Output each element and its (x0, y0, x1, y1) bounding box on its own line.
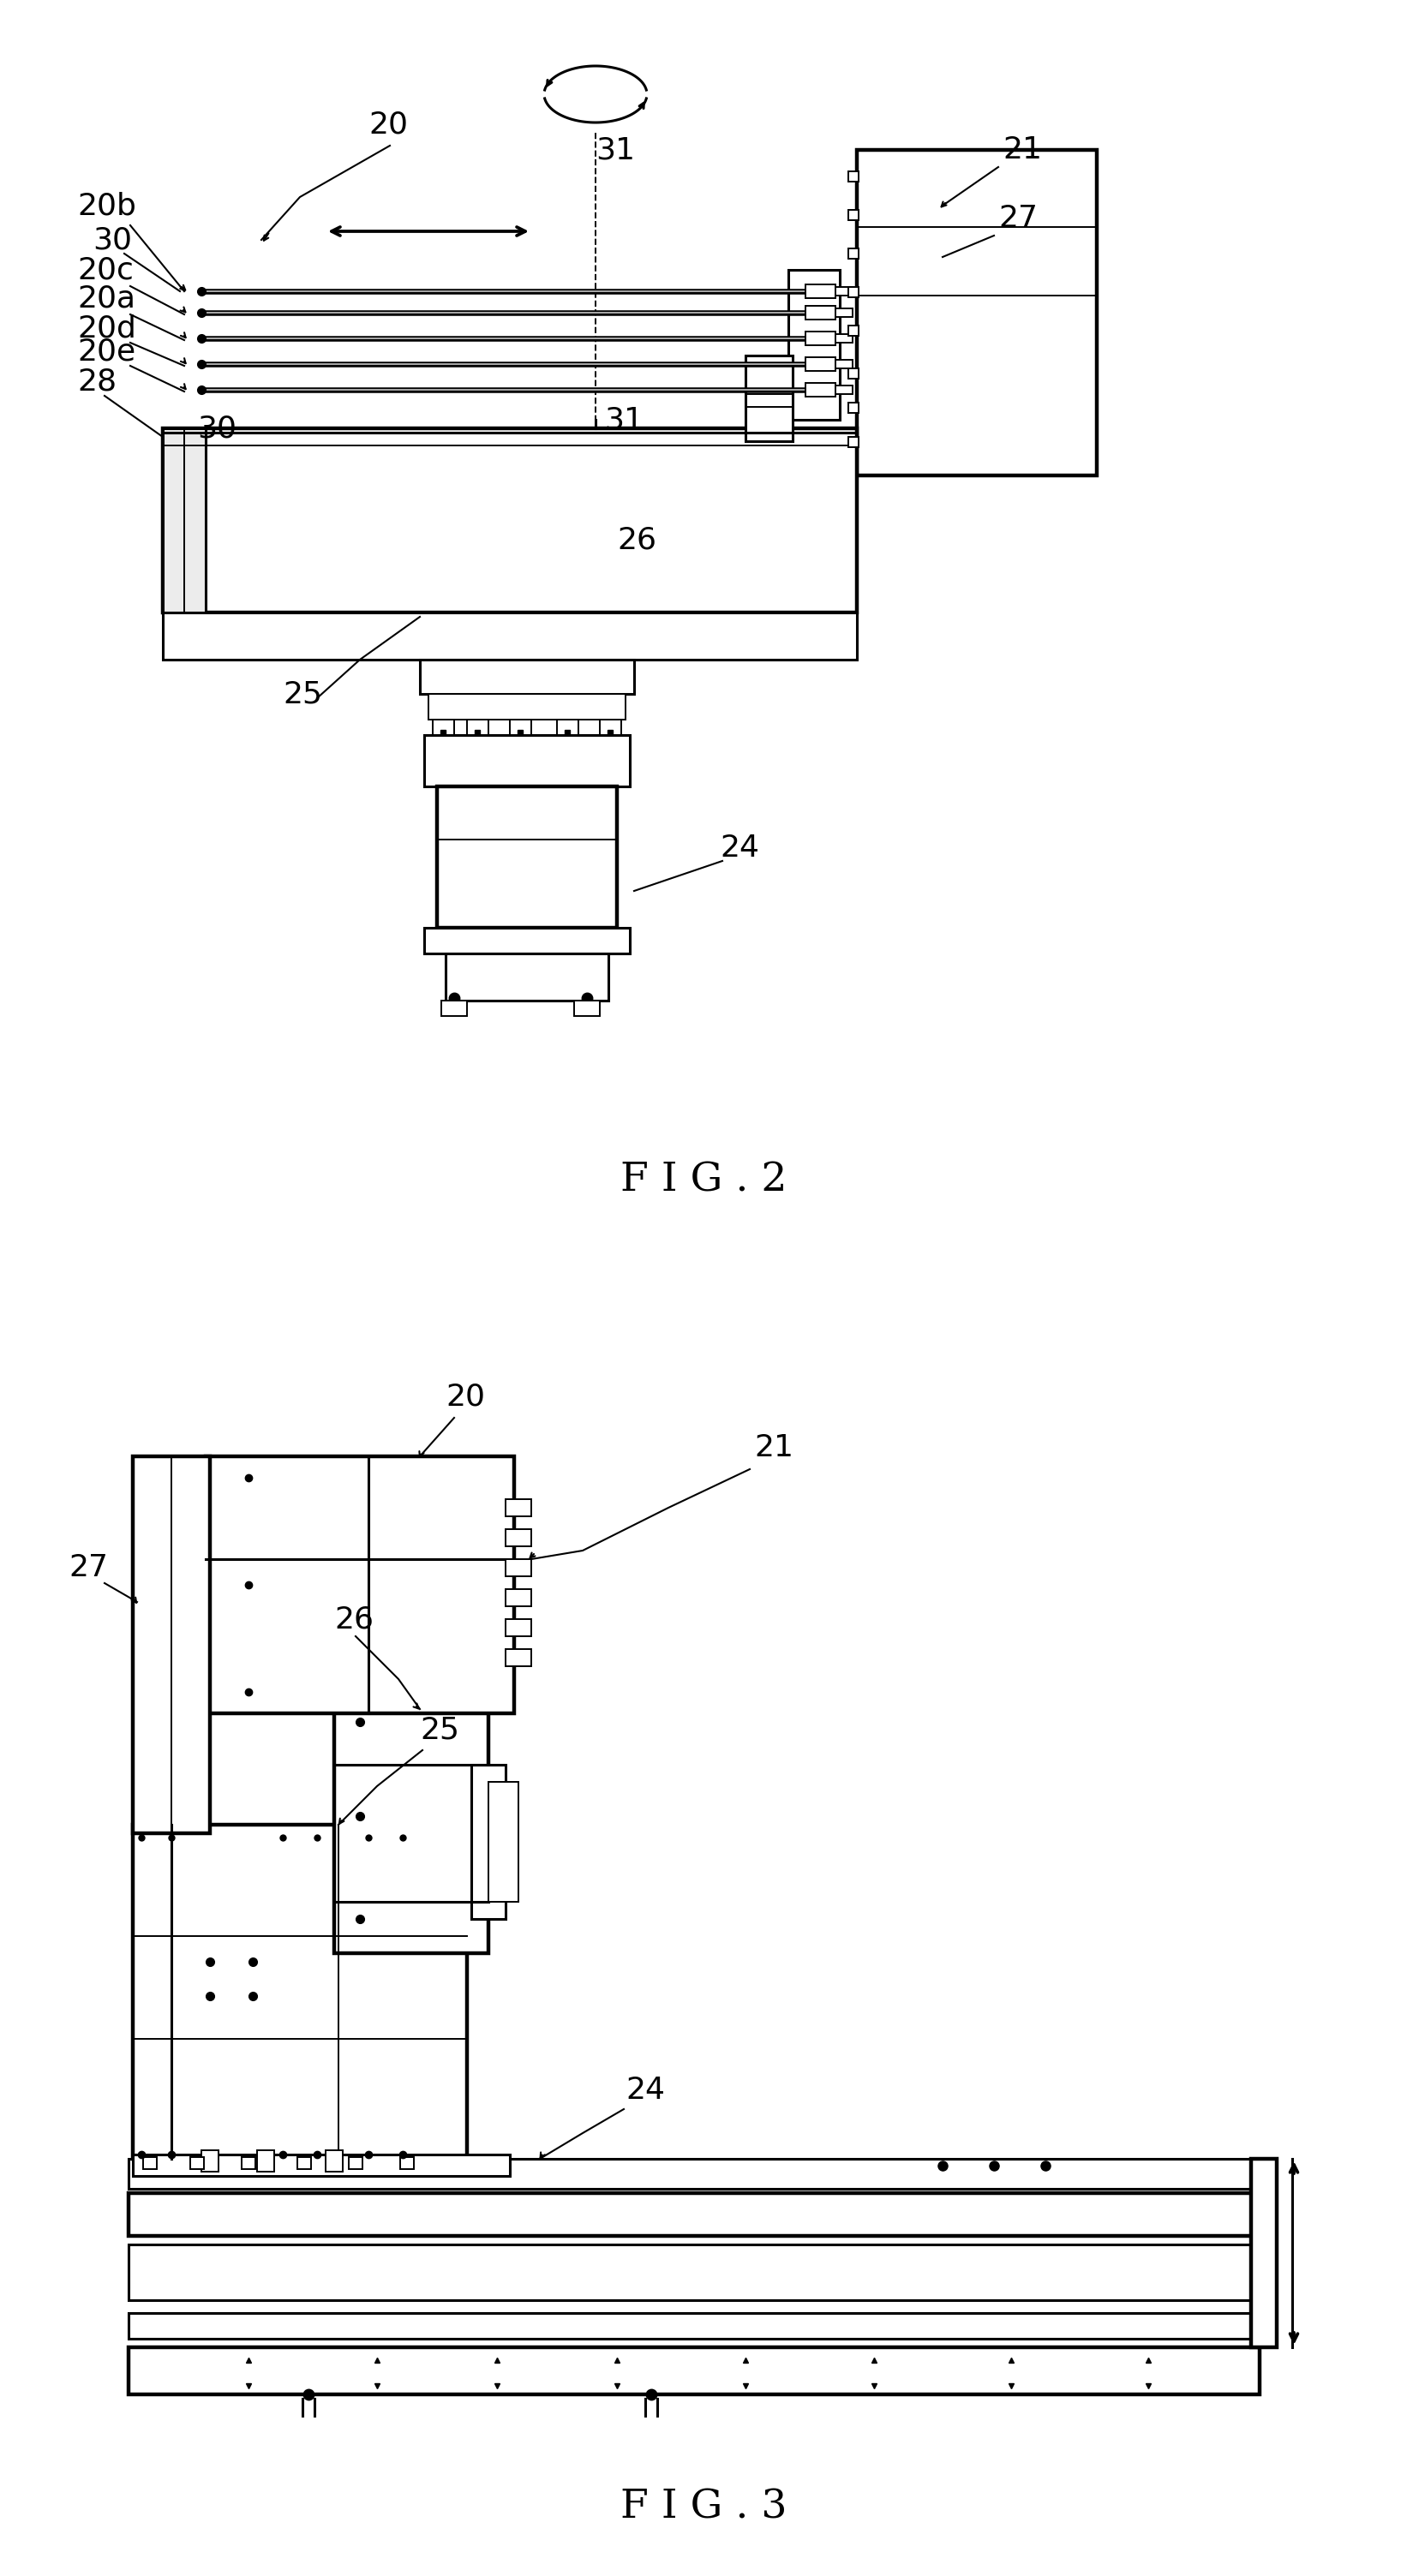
Bar (805, 283, 836, 299)
Bar (424, 927, 630, 953)
Bar (438, 786, 616, 927)
Bar (335, 1705, 488, 1953)
Bar (132, 1824, 467, 2159)
Bar (442, 999, 467, 1015)
Bar (190, 2156, 204, 2169)
Bar (848, 325, 858, 335)
Bar (848, 402, 858, 412)
Bar (599, 719, 622, 734)
Bar (848, 368, 858, 379)
Text: 26: 26 (616, 526, 657, 554)
Bar (400, 2156, 414, 2169)
Bar (132, 1455, 210, 1834)
Bar (163, 428, 205, 613)
Bar (257, 2151, 274, 2172)
Bar (132, 2154, 509, 2177)
Bar (163, 613, 857, 659)
Text: 31: 31 (595, 137, 635, 165)
Text: 27: 27 (69, 1553, 108, 1582)
Text: 27: 27 (999, 204, 1038, 232)
Text: 20: 20 (369, 111, 408, 139)
Text: F I G . 3: F I G . 3 (620, 2488, 787, 2527)
Bar (848, 173, 858, 183)
Text: 20: 20 (446, 1381, 485, 1412)
Bar (505, 1558, 532, 1577)
Bar (467, 719, 488, 734)
Bar (128, 2313, 1259, 2339)
Bar (471, 1765, 505, 1919)
Bar (128, 2192, 1259, 2236)
Bar (163, 428, 857, 613)
Bar (746, 355, 792, 440)
Bar (848, 438, 858, 448)
Bar (505, 1530, 532, 1546)
Text: 28: 28 (77, 366, 117, 397)
Bar (349, 2156, 363, 2169)
Bar (505, 1499, 532, 1517)
Text: 20a: 20a (77, 283, 135, 312)
Bar (433, 719, 454, 734)
Bar (557, 719, 578, 734)
Bar (424, 734, 630, 786)
Bar (446, 953, 608, 999)
Bar (325, 2151, 343, 2172)
Bar (857, 149, 1097, 477)
Bar (788, 270, 840, 420)
Text: 25: 25 (419, 1716, 459, 1744)
Text: 21: 21 (1003, 137, 1043, 165)
Bar (805, 384, 836, 397)
Bar (429, 693, 626, 719)
Bar (128, 2159, 1259, 2190)
Bar (488, 1783, 518, 1901)
Text: 24: 24 (720, 835, 760, 863)
Bar (505, 1620, 532, 1636)
Bar (836, 286, 853, 296)
Bar (242, 2156, 255, 2169)
Text: 20c: 20c (77, 255, 134, 283)
Bar (836, 386, 853, 394)
Text: 21: 21 (754, 1432, 794, 1463)
Bar (848, 286, 858, 296)
Text: 20e: 20e (77, 337, 135, 366)
Bar (297, 2156, 311, 2169)
Bar (128, 2347, 1259, 2393)
Bar (805, 358, 836, 371)
Bar (419, 659, 635, 693)
Text: 30: 30 (93, 224, 132, 255)
Bar (836, 309, 853, 317)
Text: 24: 24 (626, 2076, 666, 2105)
Bar (848, 209, 858, 219)
Bar (205, 1455, 514, 1713)
Bar (805, 332, 836, 345)
Bar (505, 1649, 532, 1667)
Bar (144, 2156, 156, 2169)
Bar (505, 1589, 532, 1607)
Bar (836, 361, 853, 368)
Bar (848, 247, 858, 258)
Text: 31: 31 (604, 404, 643, 435)
Text: 20d: 20d (77, 314, 136, 343)
Text: 26: 26 (335, 1605, 374, 1633)
Text: 20b: 20b (77, 191, 136, 219)
Text: 30: 30 (197, 415, 236, 443)
Bar (836, 335, 853, 343)
Text: F I G . 2: F I G . 2 (620, 1162, 787, 1200)
Bar (805, 307, 836, 319)
Bar (574, 999, 599, 1015)
Bar (509, 719, 532, 734)
Text: 25: 25 (283, 680, 322, 708)
Bar (1251, 2159, 1276, 2347)
Bar (128, 2244, 1259, 2300)
Bar (201, 2151, 218, 2172)
